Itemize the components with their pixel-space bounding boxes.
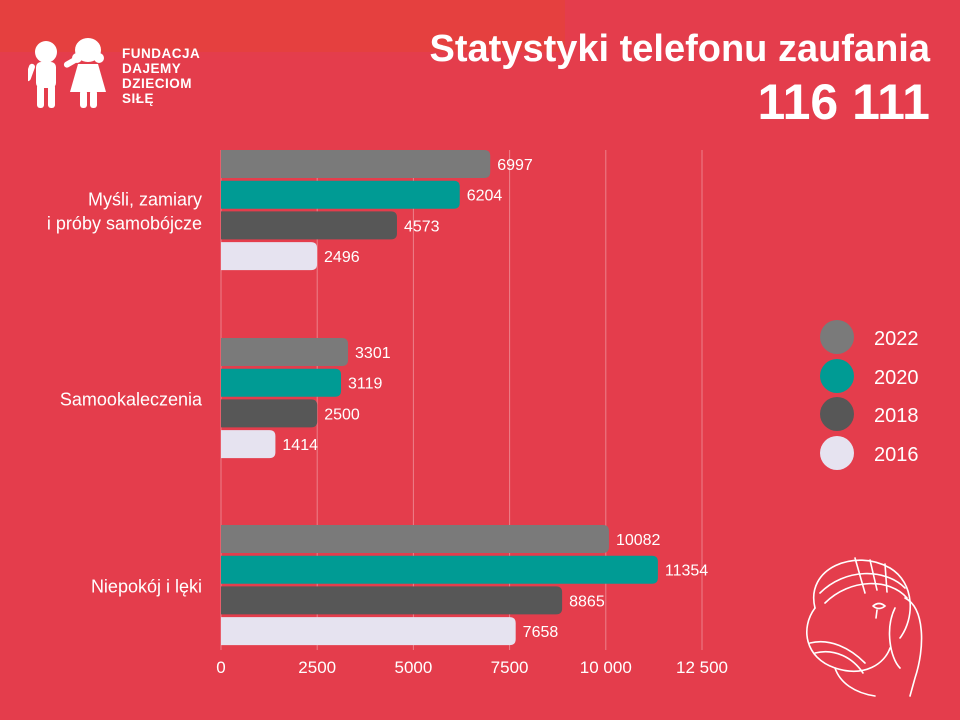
data-label: 8865 <box>569 593 605 610</box>
data-label: 10082 <box>616 532 661 549</box>
data-label: 1414 <box>282 437 318 454</box>
data-label: 6997 <box>497 157 533 174</box>
bar-2016 <box>221 430 276 459</box>
header: Statystyki telefonu zaufania 116 111 <box>430 26 930 132</box>
bar-2022 <box>221 525 609 553</box>
bar-2022 <box>221 150 491 178</box>
data-label: 3301 <box>355 345 391 362</box>
bar-2016 <box>221 617 516 646</box>
logo-line: SIŁĘ <box>122 91 155 106</box>
children-logo-icon <box>28 38 106 108</box>
legend-swatch-2020 <box>820 359 854 393</box>
x-tick-label: 2500 <box>298 658 336 677</box>
hugging-figure-illustration-icon <box>806 557 923 697</box>
data-label: 11354 <box>665 563 708 580</box>
bar-2018 <box>221 399 318 428</box>
legend-label: 2022 <box>874 328 919 350</box>
logo-line: DAJEMY <box>122 61 182 76</box>
bar-2018 <box>221 586 563 615</box>
logo-line: DZIECIOM <box>122 76 192 91</box>
category-label: i próby samobójcze <box>47 213 202 233</box>
legend-label: 2018 <box>874 405 919 427</box>
bar-2022 <box>221 338 349 366</box>
data-label: 3119 <box>348 376 383 393</box>
category-label: Niepokój i lęki <box>91 576 202 596</box>
bar-2018 <box>221 211 397 240</box>
bar-2020 <box>221 555 658 584</box>
category-label: Myśli, zamiary <box>88 189 202 209</box>
bar-2020 <box>221 180 460 209</box>
x-tick-label: 12 500 <box>676 658 728 677</box>
data-label: 7658 <box>523 624 559 641</box>
bar-2020 <box>221 368 342 397</box>
data-label: 2500 <box>324 406 360 423</box>
page-title: Statystyki telefonu zaufania <box>429 28 930 70</box>
category-label: Samookaleczenia <box>60 389 203 409</box>
foundation-logo-text: FUNDACJA DAJEMY DZIECIOM SIŁĘ <box>122 46 200 106</box>
legend-label: 2016 <box>874 444 919 466</box>
x-tick-label: 10 000 <box>580 658 632 677</box>
helpline-number: 116 111 <box>757 74 930 130</box>
x-tick-label: 7500 <box>491 658 529 677</box>
legend-swatch-2022 <box>820 320 854 354</box>
data-label: 4573 <box>404 218 440 235</box>
legend-swatch-2018 <box>820 397 854 431</box>
data-label: 2496 <box>324 249 360 266</box>
x-tick-label: 5000 <box>394 658 432 677</box>
legend-label: 2020 <box>874 367 919 389</box>
bar-2016 <box>221 242 318 271</box>
logo-line: FUNDACJA <box>122 46 201 61</box>
legend-swatch-2016 <box>820 436 854 470</box>
x-tick-label: 0 <box>216 658 225 677</box>
data-label: 6204 <box>467 188 503 205</box>
